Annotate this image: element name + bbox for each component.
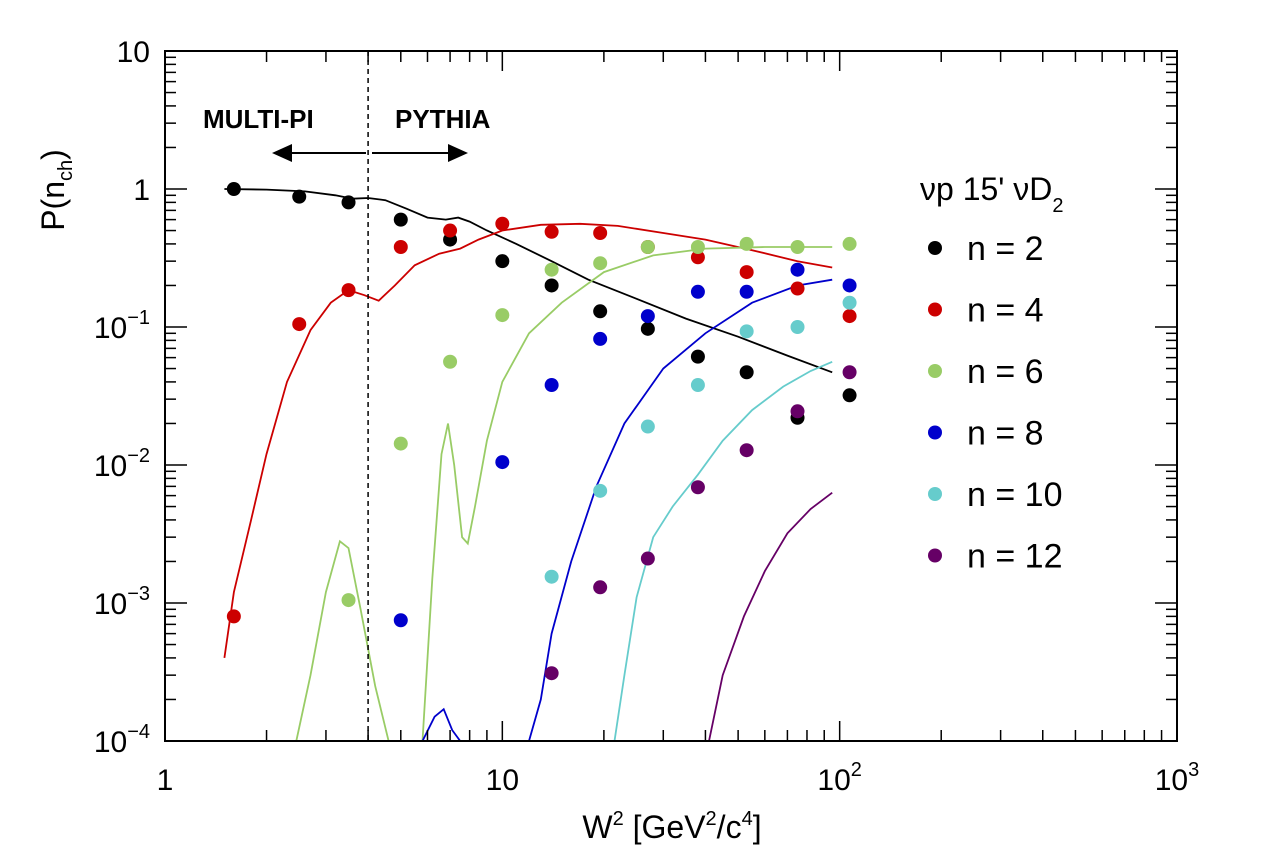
point-n4 (443, 223, 458, 238)
legend-label: n = 8 (967, 415, 1044, 453)
curve-n12 (708, 491, 833, 741)
point-n10 (593, 483, 608, 498)
point-n2 (640, 321, 655, 336)
point-n12 (790, 404, 805, 419)
point-n12 (842, 365, 857, 380)
point-n8 (739, 284, 754, 299)
point-n2 (226, 182, 241, 196)
legend-marker (928, 425, 942, 440)
point-n8 (593, 331, 608, 346)
point-n10 (640, 419, 655, 434)
y-tick-label: 1 (133, 174, 150, 207)
point-n8 (640, 309, 655, 324)
point-n6 (739, 236, 754, 251)
point-n6 (544, 262, 559, 277)
y-axis-title: P(nch) (35, 149, 77, 231)
point-n2 (739, 365, 754, 380)
curve-n10 (613, 360, 833, 741)
x-tick-label: 102 (817, 759, 862, 797)
legend-label: n = 2 (967, 230, 1044, 268)
point-n6 (690, 239, 705, 254)
point-n4 (226, 609, 241, 624)
x-tick-label: 103 (1155, 759, 1200, 797)
point-n6 (790, 239, 805, 254)
point-n2 (393, 212, 408, 227)
point-n4 (292, 317, 307, 332)
point-n12 (544, 666, 559, 681)
point-n12 (690, 480, 705, 495)
legend-title: νp 15' νD2 (920, 171, 1064, 217)
point-n10 (544, 569, 559, 584)
point-n4 (341, 283, 356, 298)
point-n4 (393, 239, 408, 254)
legend-label: n = 6 (967, 353, 1044, 391)
plot-frame (164, 50, 1178, 742)
point-n6 (640, 239, 655, 254)
point-n12 (640, 551, 655, 566)
point-n2 (544, 278, 559, 293)
legend-label: n = 12 (967, 538, 1062, 576)
point-n2 (495, 254, 510, 269)
x-axis: 1 10 102 103 (157, 51, 1200, 797)
point-n8 (790, 262, 805, 277)
legend: νp 15' νD2 n = 2 n = 4 n = 6 n = 8 n = 10 n =… (920, 171, 1064, 576)
point-n4 (495, 216, 510, 231)
y-tick-label: 10 (117, 36, 150, 69)
data-points (226, 182, 857, 681)
point-n4 (842, 309, 857, 324)
point-n6 (495, 308, 510, 323)
point-n8 (544, 377, 559, 392)
point-n6 (593, 256, 608, 271)
legend-marker (928, 241, 942, 255)
arrow-left-icon (272, 144, 366, 162)
point-n10 (739, 324, 754, 339)
point-n4 (544, 224, 559, 239)
point-n6 (393, 436, 408, 451)
point-n2 (292, 189, 307, 204)
legend-marker (928, 548, 942, 563)
point-n10 (690, 377, 705, 392)
point-n8 (393, 613, 408, 628)
point-n6 (341, 593, 356, 608)
model-curves (223, 188, 833, 741)
annotation-multi-pi: MULTI-PI (203, 104, 314, 134)
curve-n8 (421, 278, 833, 741)
point-n6 (842, 236, 857, 251)
point-n4 (593, 225, 608, 240)
curve-n2 (224, 188, 833, 374)
x-axis-title: W2 [GeV2/c4] (582, 808, 761, 845)
point-n8 (690, 284, 705, 299)
y-tick-label: 10−1 (94, 307, 150, 345)
curve-n6 (295, 246, 833, 741)
y-tick-label: 10−4 (94, 721, 150, 759)
x-tick-label: 10 (486, 764, 519, 797)
point-n12 (593, 580, 608, 595)
point-n10 (842, 295, 857, 310)
legend-label: n = 10 (967, 476, 1062, 514)
point-n2 (690, 349, 705, 364)
point-n8 (495, 455, 510, 470)
legend-label: n = 4 (967, 292, 1044, 330)
point-n2 (842, 388, 857, 403)
point-n12 (739, 443, 754, 458)
point-n2 (593, 304, 608, 319)
point-n8 (842, 278, 857, 293)
point-n4 (690, 250, 705, 265)
point-n6 (443, 354, 458, 369)
y-axis: 10 1 10−1 10−2 10−3 10−4 (94, 36, 1177, 759)
arrow-right-icon (372, 144, 468, 162)
legend-marker (928, 487, 942, 501)
x-tick-label: 1 (157, 764, 174, 797)
point-n2 (341, 195, 356, 210)
legend-marker (928, 364, 942, 378)
point-n10 (790, 320, 805, 334)
point-n4 (739, 265, 754, 280)
annotation-pythia: PYTHIA (395, 104, 491, 134)
legend-marker (928, 302, 942, 317)
y-tick-label: 10−3 (94, 583, 150, 621)
y-tick-label: 10−2 (94, 445, 150, 483)
curve-n4 (223, 222, 833, 659)
point-n4 (790, 281, 805, 296)
